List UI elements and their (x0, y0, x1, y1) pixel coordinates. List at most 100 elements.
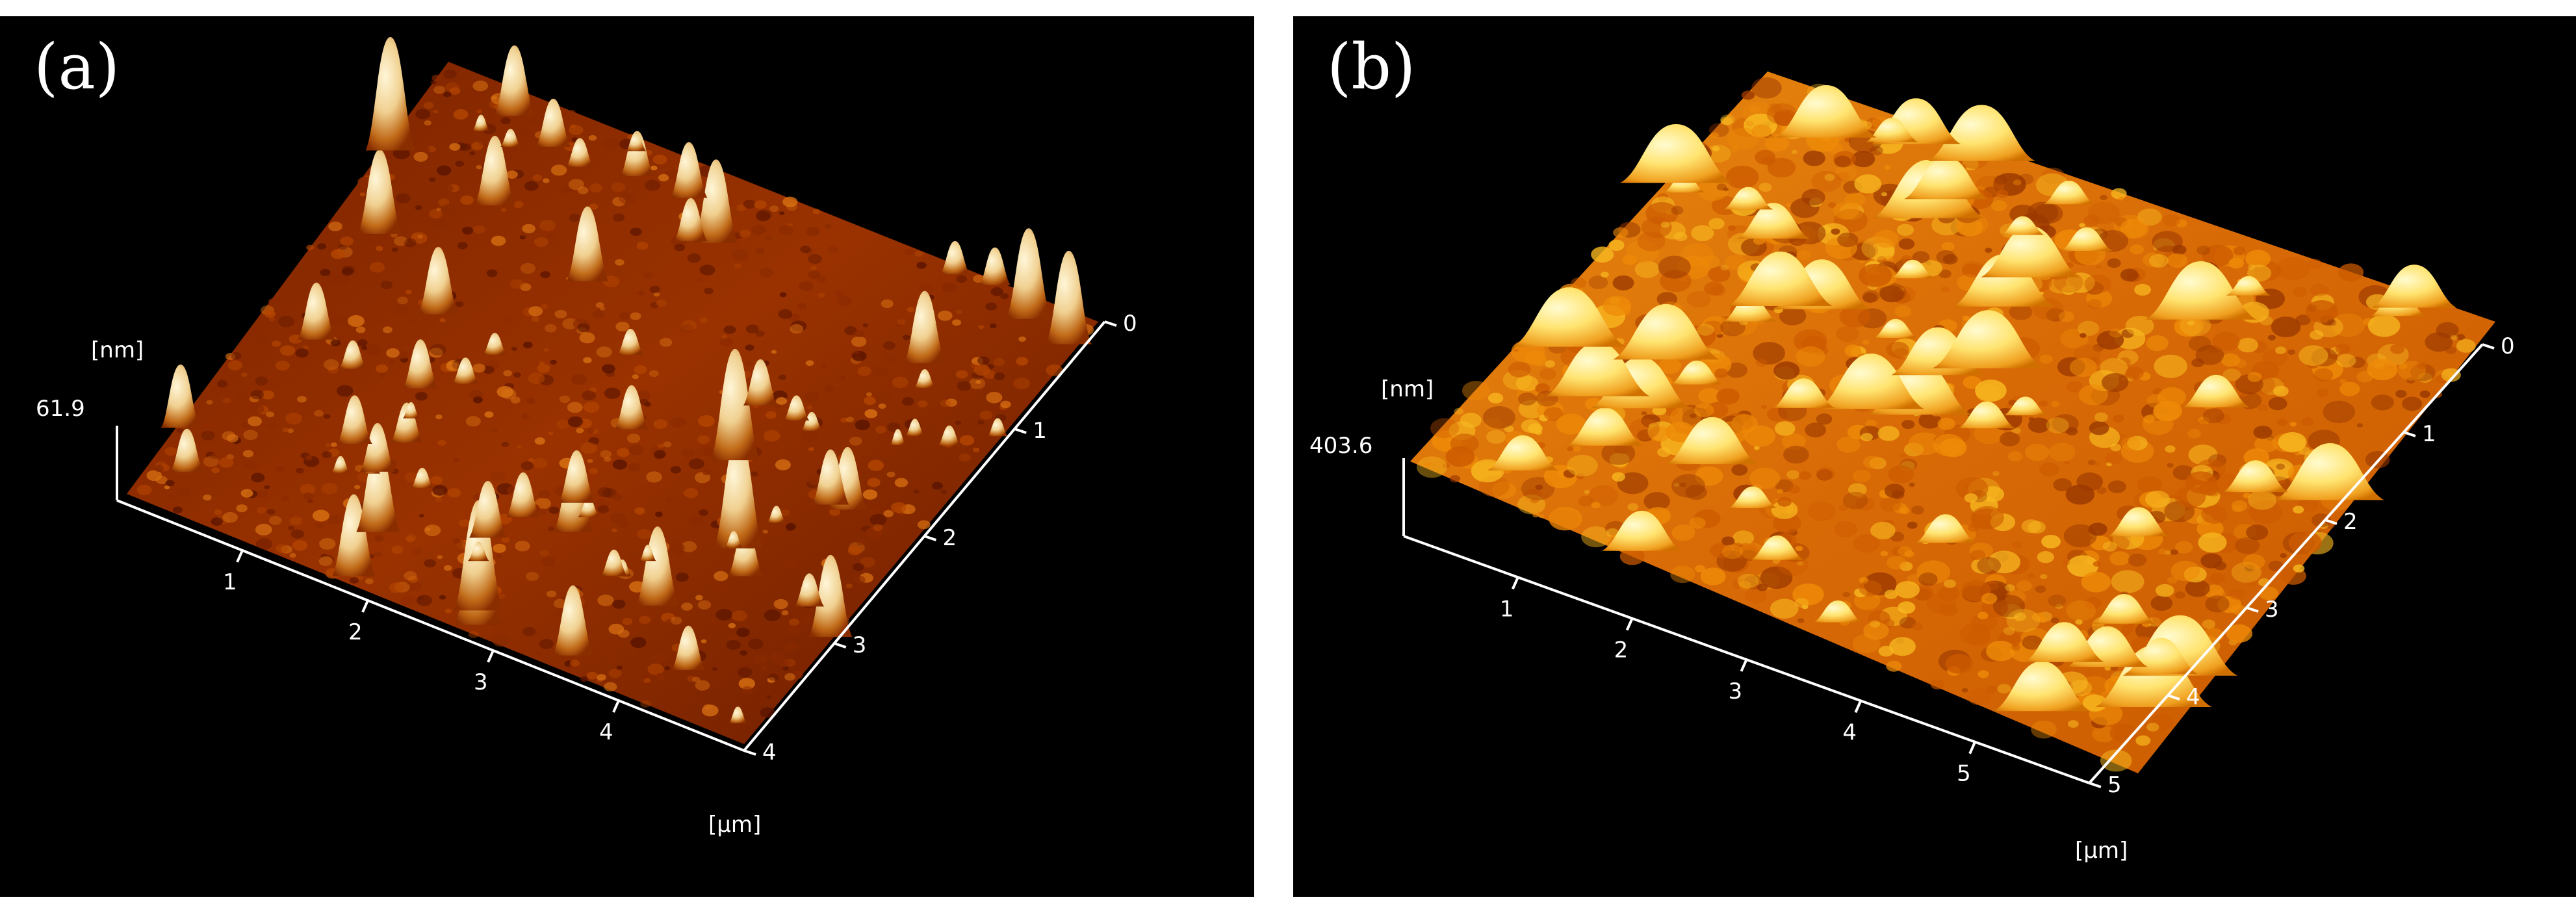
surface-grain (1760, 566, 1793, 589)
surface-grain (818, 292, 825, 298)
surface-peak (1723, 296, 1777, 322)
surface-grain (2110, 443, 2121, 452)
surface-grain (2145, 490, 2170, 508)
surface-peak (728, 706, 747, 723)
surface-grain (1015, 344, 1027, 353)
surface-grain (2235, 537, 2260, 554)
surface-grain (1591, 502, 1601, 509)
surface-grain (986, 392, 1003, 404)
surface-grain (1601, 441, 1636, 465)
surface-grain (2209, 573, 2226, 584)
x-tick (1512, 576, 1519, 590)
surface-grain (2096, 330, 2124, 350)
surface-grain (550, 164, 567, 176)
surface-grain (1720, 264, 1729, 271)
surface-grain (864, 409, 878, 419)
surface-grain (1930, 679, 1945, 689)
surface-grain (436, 207, 442, 212)
surface-grain (670, 417, 686, 428)
surface-grain (1671, 524, 1695, 541)
surface-grain (2205, 595, 2230, 613)
surface-grain (906, 476, 921, 487)
surface-grain (537, 363, 550, 374)
surface-grain (734, 263, 742, 269)
surface-grain (583, 357, 592, 363)
surface-grain (1658, 255, 1691, 279)
surface-grain (461, 226, 474, 235)
surface-grain (589, 203, 599, 210)
surface-grain (1937, 417, 1955, 430)
surface-grain (1567, 446, 1574, 452)
panel-label-a: (a) (34, 31, 120, 103)
surface-grain (1704, 281, 1724, 296)
surface-grain (2170, 560, 2200, 582)
surface-grain (1788, 485, 1801, 494)
surface-grain (779, 374, 787, 380)
surface-grain (421, 146, 430, 153)
surface-grain (570, 660, 580, 667)
surface-grain (784, 642, 798, 652)
surface-grain (255, 538, 272, 550)
surface-peak (1723, 187, 1773, 210)
surface-grain (442, 185, 454, 193)
surface-peak (331, 456, 350, 473)
surface-grain (355, 326, 366, 333)
surface-grain (1627, 503, 1639, 511)
surface-peak (671, 625, 706, 670)
surface-grain (2152, 231, 2183, 253)
surface-grain (2096, 264, 2102, 269)
surface-peak (1487, 435, 1559, 470)
surface-grain (2146, 723, 2159, 732)
surface-grain (1000, 400, 1011, 408)
surface-peak (2093, 594, 2156, 624)
surface-grain (2051, 401, 2060, 407)
surface-grain (779, 292, 787, 298)
surface-peak (1927, 105, 2035, 161)
surface-peak (617, 328, 644, 355)
surface-grain (433, 85, 446, 94)
surface-grain (2247, 372, 2262, 382)
surface-grain (946, 398, 957, 407)
surface-grain (612, 494, 623, 501)
surface-grain (1833, 201, 1860, 220)
surface-peak (626, 133, 647, 151)
surface-grain (695, 595, 703, 600)
surface-grain (764, 609, 781, 621)
surface-grain (1881, 192, 1888, 197)
surface-grain (1889, 637, 1916, 656)
surface-grain (827, 246, 839, 253)
surface-grain (415, 392, 428, 401)
surface-grain (2277, 419, 2287, 426)
surface-grain (472, 81, 488, 92)
surface-grain (955, 420, 962, 425)
surface-grain (1643, 492, 1670, 511)
x-tick-label: 1 (1500, 596, 1514, 622)
surface-grain (1955, 213, 1989, 236)
surface-grain (2279, 379, 2286, 384)
surface-peak (639, 545, 656, 561)
surface-grain (597, 505, 610, 514)
surface-grain (561, 185, 574, 194)
surface-grain (1530, 497, 1539, 504)
surface-grain (532, 458, 548, 469)
surface-grain (532, 174, 543, 181)
surface-grain (597, 487, 613, 498)
surface-grain (1588, 485, 1619, 506)
surface-grain (1571, 277, 1587, 289)
surface-peak (636, 526, 679, 606)
surface-grain (576, 428, 584, 433)
surface-grain (2058, 311, 2075, 322)
surface-grain (637, 529, 652, 539)
surface-grain (628, 445, 644, 456)
x-tick (236, 550, 244, 563)
surface-grain (740, 650, 747, 656)
surface-peak (1953, 254, 2055, 307)
surface-peak (1664, 175, 1705, 193)
surface-grain (424, 120, 431, 126)
surface-grain (975, 380, 981, 385)
surface-peak (535, 98, 571, 147)
surface-grain (567, 402, 583, 413)
surface-grain (520, 263, 536, 274)
surface-grain (731, 610, 747, 622)
surface-grain (417, 234, 424, 239)
